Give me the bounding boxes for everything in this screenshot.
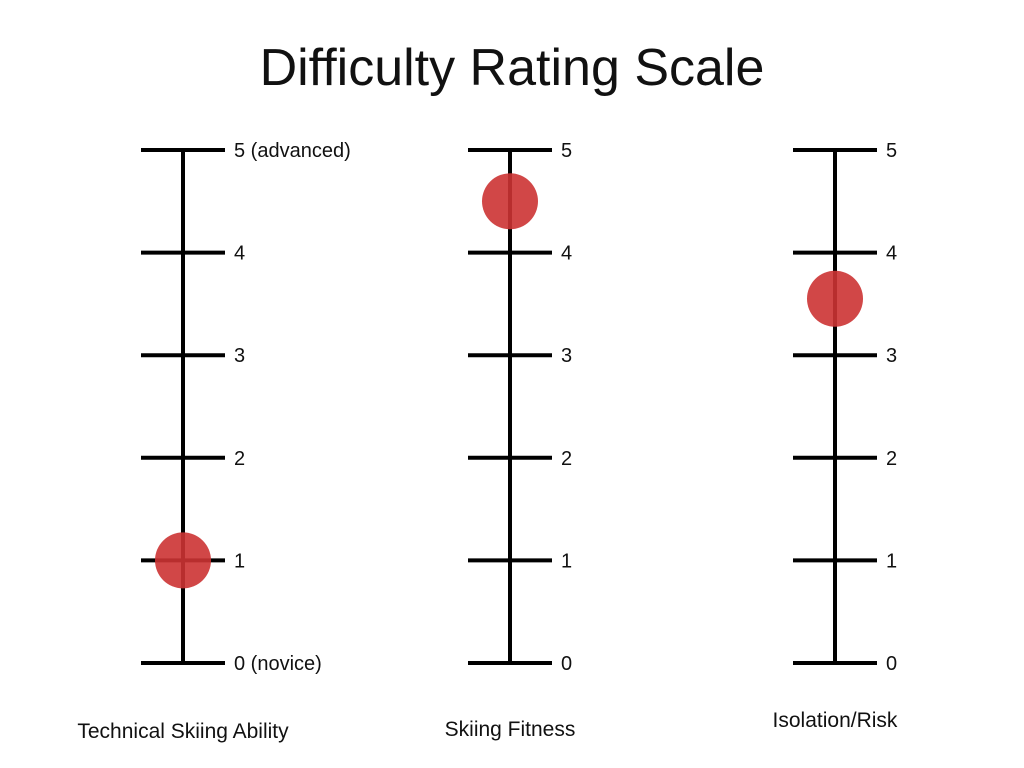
scale-name-label: Isolation/Risk — [773, 709, 898, 732]
tick-label: 0 — [886, 653, 897, 675]
tick-label: 4 — [886, 243, 897, 265]
chart-title: Difficulty Rating Scale — [259, 39, 765, 97]
tick-label: 2 — [886, 448, 897, 470]
tick-label: 1 — [886, 550, 897, 572]
tick-label: 5 (advanced) — [234, 140, 351, 162]
tick-label: 5 — [886, 140, 897, 162]
tick-label: 0 — [561, 653, 572, 675]
tick-label: 1 — [234, 550, 245, 572]
scale-name-label: Skiing Fitness — [445, 718, 576, 741]
scale-name-label: Technical Skiing Ability — [77, 720, 289, 743]
rating-marker — [155, 532, 211, 589]
rating-marker — [807, 270, 863, 327]
tick-label: 2 — [561, 448, 572, 470]
tick-label: 3 — [234, 345, 245, 367]
tick-label: 2 — [234, 448, 245, 470]
tick-label: 3 — [561, 345, 572, 367]
tick-label: 4 — [234, 243, 245, 265]
tick-label: 4 — [561, 243, 572, 265]
tick-label: 1 — [561, 550, 572, 572]
rating-marker — [482, 173, 538, 230]
tick-label: 3 — [886, 345, 897, 367]
tick-label: 5 — [561, 140, 572, 162]
tick-label: 0 (novice) — [234, 653, 322, 675]
